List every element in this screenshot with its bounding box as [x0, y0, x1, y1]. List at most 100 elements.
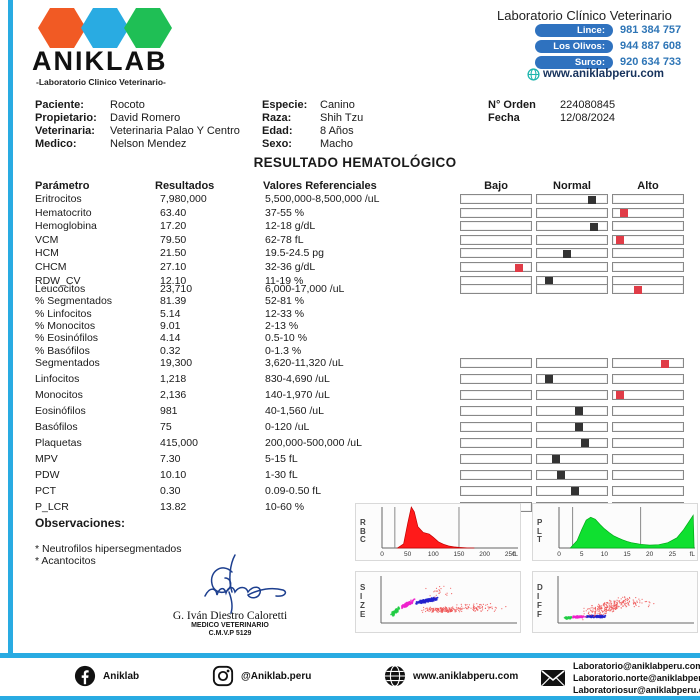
result-marker [616, 236, 625, 245]
param-reference: 62-78 fL [265, 233, 304, 246]
patient-field-value: David Romero [110, 112, 181, 124]
svg-text:fL: fL [512, 551, 518, 558]
result-marker [557, 471, 566, 479]
veterinarian-name: G. Iván Diestro Caloretti [172, 610, 288, 622]
param-result: 5.14 [160, 307, 181, 320]
param-reference: 0.5-10 % [265, 332, 308, 345]
range-box-high [612, 485, 684, 496]
col-header-normal: Normal [553, 180, 591, 192]
param-reference: 52-81 % [265, 295, 305, 308]
range-box-normal [536, 248, 608, 259]
instagram-icon [212, 665, 234, 687]
param-result: 4.14 [160, 332, 181, 345]
param-reference: 19.5-24.5 pg [265, 247, 324, 260]
param-name: PDW [35, 468, 60, 481]
col-header-valores: Valores Referenciales [263, 180, 377, 192]
param-name: Leucocitos [35, 283, 86, 295]
patient-field-label: Paciente: [35, 99, 84, 111]
footer-divider-bar [0, 653, 700, 658]
param-result: 0.32 [160, 344, 181, 357]
range-box-normal [536, 453, 608, 464]
envelope-icon [541, 670, 565, 686]
veterinarian-license: C.M.V.P 5129 [208, 630, 252, 637]
result-marker [634, 285, 643, 294]
param-reference: 12-33 % [265, 307, 305, 320]
patient-field-label: Edad: [262, 125, 293, 137]
footer-emails[interactable]: Laboratorio@aniklabperu.com Laboratorio.… [540, 660, 700, 696]
result-marker [590, 222, 599, 231]
email-list: Laboratorio@aniklabperu.com Laboratorio.… [573, 660, 700, 696]
param-result: 1,218 [160, 372, 187, 385]
range-box-low [460, 437, 532, 448]
header-website-link[interactable]: www.aniklabperu.com [543, 68, 664, 80]
param-reference: 830-4,690 /uL [265, 372, 330, 385]
patient-field-value: Veterinaria Palao Y Centro [110, 125, 240, 137]
report-title: RESULTADO HEMATOLÓGICO [253, 155, 457, 170]
param-result: 17.20 [160, 220, 187, 233]
patient-field-label: Raza: [262, 112, 292, 124]
patient-field-label: Medico: [35, 138, 77, 150]
svg-text:10: 10 [601, 551, 609, 558]
svg-text:150: 150 [453, 551, 464, 558]
patient-field-value: Nelson Mendez [110, 138, 187, 150]
param-name: Hematocrito [35, 206, 92, 219]
range-box-high [612, 373, 684, 384]
param-reference: 3,620-11,320 /uL [265, 357, 344, 369]
param-name: PCT [35, 484, 56, 497]
result-marker [514, 263, 523, 272]
range-box-low [460, 262, 532, 272]
footer-instagram[interactable]: @Aniklab.peru [212, 665, 311, 687]
patient-field-label: Veterinaria: [35, 125, 95, 137]
globe-icon [384, 665, 406, 687]
svg-text:200: 200 [479, 551, 490, 558]
result-marker [544, 375, 553, 384]
patient-field-label: Propietario: [35, 112, 97, 124]
patient-field-value: 224080845 [560, 99, 616, 111]
col-header-alto: Alto [637, 180, 659, 192]
svg-text:0: 0 [380, 551, 384, 558]
svg-text:fL: fL [689, 551, 695, 558]
range-box-high [612, 405, 684, 416]
result-marker [562, 249, 571, 258]
range-box-high [612, 221, 684, 232]
range-box-normal [536, 194, 608, 204]
result-marker [570, 487, 579, 495]
patient-field-value: 8 Años [320, 125, 354, 137]
size-plot [380, 576, 517, 624]
range-box-high [612, 194, 684, 204]
patient-field-label: Especie: [262, 99, 308, 111]
param-result: 27.10 [160, 261, 187, 273]
patient-field-value: Macho [320, 138, 354, 150]
svg-text:20: 20 [646, 551, 654, 558]
range-box-high [612, 421, 684, 432]
range-box-high [612, 284, 684, 294]
param-name: Linfocitos [35, 372, 80, 385]
param-name: % Linfocitos [35, 307, 92, 320]
param-result: 981 [160, 404, 178, 417]
param-reference: 40-1,560 /uL [265, 404, 324, 417]
left-accent-bar [8, 0, 13, 654]
param-reference: 32-36 g/dL [265, 261, 316, 273]
param-result: 12.10 [160, 274, 187, 287]
footer-website-label: www.aniklabperu.com [413, 670, 519, 682]
footer-facebook[interactable]: Aniklab [74, 665, 139, 687]
svg-text:25: 25 [669, 551, 677, 558]
range-box-low [460, 373, 532, 384]
range-box-high [612, 207, 684, 218]
bottom-accent-bar [0, 696, 700, 700]
footer-website[interactable]: www.aniklabperu.com [384, 665, 518, 687]
logo-hexagon-green [124, 8, 172, 48]
range-box-normal [536, 373, 608, 384]
param-result: 0.30 [160, 484, 181, 497]
param-name: Segmentados [35, 357, 100, 369]
result-marker [551, 455, 560, 463]
param-reference: 200,000-500,000 /uL [265, 436, 362, 449]
range-box-low [460, 389, 532, 400]
range-box-high [612, 469, 684, 480]
param-name: % Basófilos [35, 344, 90, 357]
plt-plot: 0 5 10 15 20 25 fL [557, 507, 695, 558]
param-reference: 5-15 fL [265, 452, 298, 465]
param-result: 2,136 [160, 388, 187, 401]
